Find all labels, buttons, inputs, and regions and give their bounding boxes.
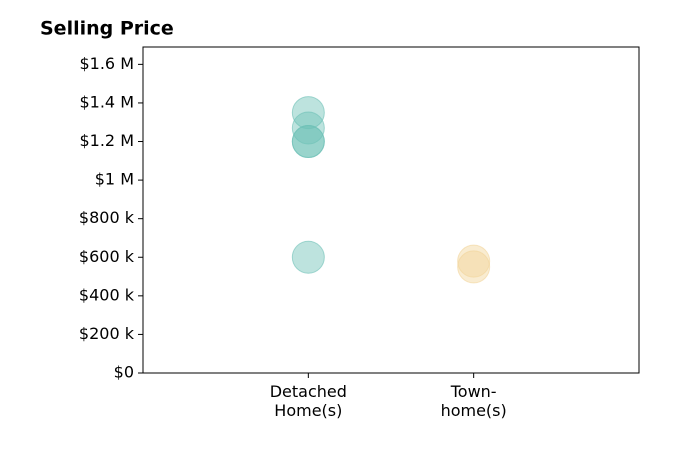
point [291,240,325,274]
point [291,111,325,145]
chart-title: Selling Price [40,18,174,40]
y-tick-label: $200 k [79,324,135,343]
y-tick-label: $0 [114,363,134,382]
y-tick-label: $400 k [79,285,135,304]
point [291,125,325,159]
y-tick-label: $1 M [95,170,134,189]
y-tick-label: $600 k [79,247,135,266]
point [291,96,325,130]
y-tick-label: $1.2 M [79,131,134,150]
x-tick-label: Town- home(s) [440,382,507,420]
y-tick-label: $1.4 M [79,92,134,111]
y-tick-label: $1.6 M [79,54,134,73]
plot-frame [142,46,640,374]
point [457,250,491,284]
x-tick-label: Detached Home(s) [269,382,347,420]
y-tick-label: $800 k [79,208,135,227]
